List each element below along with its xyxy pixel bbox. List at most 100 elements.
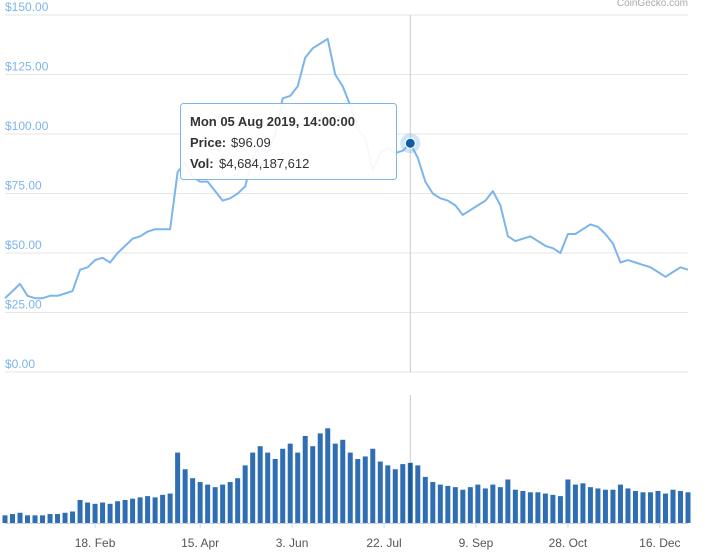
y-tick-label: $75.00 [5, 179, 42, 193]
volume-bar [47, 514, 53, 523]
volume-bar [115, 501, 121, 523]
tooltip-vol: $4,684,187,612 [219, 156, 309, 171]
volume-bar [625, 488, 631, 523]
volume-bar [160, 494, 166, 523]
y-tick-label: $100.00 [5, 119, 49, 133]
volume-bar [572, 484, 578, 523]
volume-bar [475, 484, 481, 523]
volume-bar [452, 487, 458, 523]
volume-bar [355, 459, 361, 523]
volume-bar [280, 448, 286, 523]
volume-bar [100, 502, 106, 523]
volume-bar [512, 489, 518, 523]
volume-bar [400, 464, 406, 523]
volume-bar [137, 497, 143, 523]
volume-bar [422, 476, 428, 523]
volume-bar [10, 514, 16, 523]
volume-bar [40, 515, 46, 523]
volume-bar [565, 479, 571, 523]
volume-bar [32, 515, 38, 523]
volume-bar [617, 484, 623, 523]
volume-bar [482, 488, 488, 523]
volume-bar [445, 485, 451, 523]
volume-bar [557, 496, 563, 523]
volume-bar [610, 489, 616, 523]
volume-bar [497, 487, 503, 523]
volume-bar [77, 499, 83, 523]
volume-bar [182, 469, 188, 523]
volume-bar [580, 483, 586, 523]
x-tick-label: 16. Dec [639, 536, 680, 550]
volume-bar [325, 428, 331, 523]
volume-bar [550, 494, 556, 523]
volume-bar [685, 492, 691, 523]
volume-bar [295, 452, 301, 523]
volume-bar [85, 502, 91, 523]
volume-bar [640, 492, 646, 523]
volume-bar [272, 459, 278, 523]
x-tick-label: 28. Oct [549, 536, 588, 550]
volume-bar [55, 514, 61, 523]
volume-bar [107, 503, 113, 523]
x-tick-label: 3. Jun [276, 536, 309, 550]
volume-bar [632, 491, 638, 523]
volume-bar [415, 465, 421, 523]
volume-bar [257, 446, 263, 523]
y-tick-label: $25.00 [5, 298, 42, 312]
volume-bar [430, 482, 436, 523]
tooltip: Mon 05 Aug 2019, 14:00:00 Price: $96.09 Vol… [180, 103, 397, 180]
volume-bar [385, 465, 391, 523]
tooltip-price-name: Price: [190, 135, 226, 150]
x-tick-label: 15. Apr [181, 536, 219, 550]
volume-bar [220, 484, 226, 523]
volume-bar [370, 448, 376, 523]
volume-bar [250, 452, 256, 523]
volume-bar [197, 482, 203, 523]
volume-bar [317, 433, 323, 523]
volume-bar [362, 456, 368, 523]
y-tick-label: $50.00 [5, 238, 42, 252]
volume-bar [677, 491, 683, 523]
volume-bar [542, 493, 548, 523]
volume-bar [505, 479, 511, 523]
tooltip-vol-name: Vol: [190, 156, 214, 171]
volume-bar [242, 465, 248, 523]
y-tick-label: $125.00 [5, 60, 49, 74]
volume-bar [265, 452, 271, 523]
volume-bar [205, 484, 211, 523]
volume-bar [167, 493, 173, 523]
x-tick-label: 18. Feb [75, 536, 116, 550]
y-tick-label: $0.00 [5, 357, 35, 371]
volume-bar [520, 491, 526, 523]
tooltip-price: $96.09 [231, 135, 271, 150]
volume-bar [377, 461, 383, 523]
volume-bar [2, 515, 8, 523]
volume-bar [25, 515, 31, 523]
volume-bar [332, 443, 338, 523]
volume-bar [92, 503, 98, 523]
volume-bar [647, 492, 653, 523]
x-tick-label: 22. Jul [366, 536, 401, 550]
volume-bar [587, 487, 593, 523]
volume-bar [347, 452, 353, 523]
x-tick-label: 9. Sep [459, 536, 494, 550]
volume-bar [212, 487, 218, 523]
hover-volume-bar [408, 463, 412, 523]
tooltip-box [180, 103, 397, 180]
volume-bar [190, 478, 196, 523]
volume-bar [287, 443, 293, 523]
volume-bar [145, 496, 151, 523]
hover-marker [404, 137, 416, 149]
volume-bar [235, 478, 241, 523]
tooltip-title: Mon 05 Aug 2019, 14:00:00 [190, 114, 355, 129]
volume-bar [62, 512, 68, 523]
volume-bar [662, 493, 668, 523]
volume-bar [122, 499, 128, 523]
y-tick-label: $150.00 [5, 0, 49, 14]
watermark: CoinGecko.com [617, 0, 688, 9]
volume-bar [595, 488, 601, 523]
volume-bar [70, 511, 76, 523]
volume-bar [227, 482, 233, 523]
volume-bar [490, 484, 496, 523]
